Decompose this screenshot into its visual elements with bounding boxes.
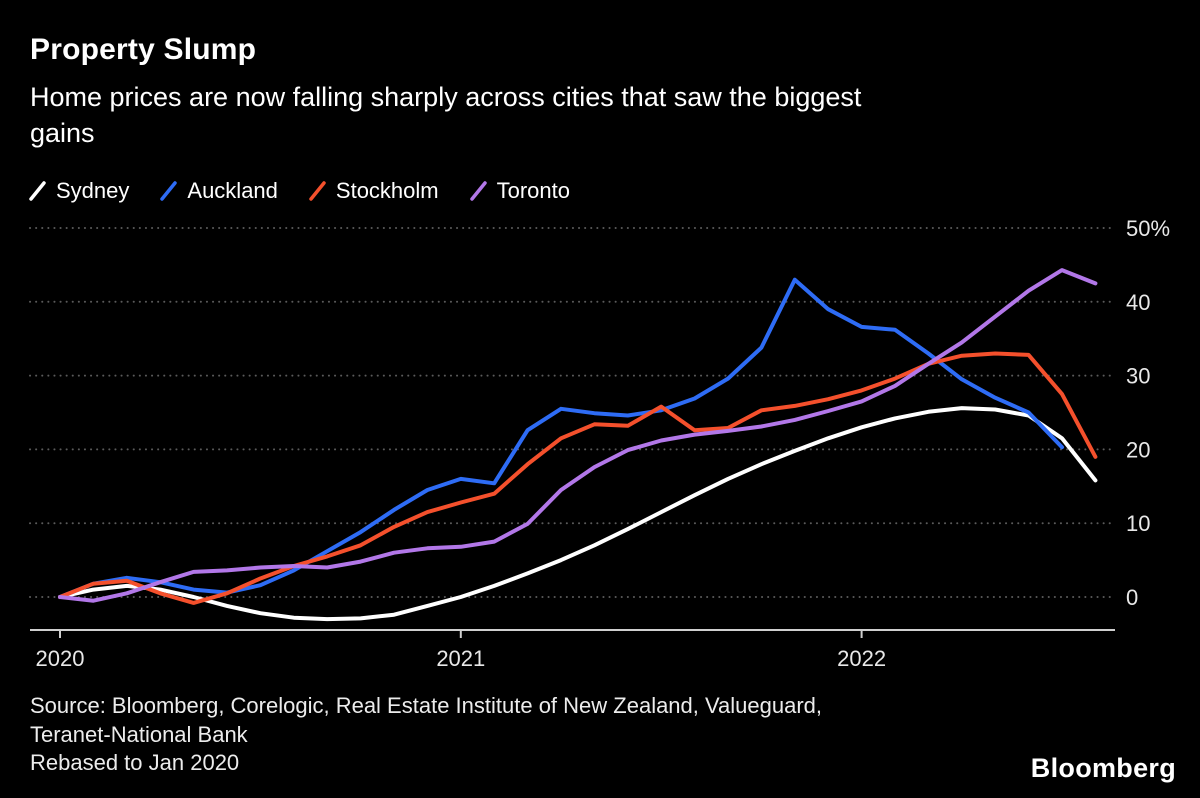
x-axis-label-2022: 2022 [837, 646, 886, 671]
y-axis-label-40: 40 [1126, 290, 1150, 315]
y-axis-label-10: 10 [1126, 511, 1150, 536]
legend-item-auckland: Auckland [159, 178, 278, 204]
y-axis-label-20: 20 [1126, 437, 1150, 462]
legend-item-sydney: Sydney [28, 178, 129, 204]
rebase-note: Rebased to Jan 2020 [30, 750, 240, 776]
chart-title: Property Slump [30, 33, 257, 66]
x-axis-label-2021: 2021 [436, 646, 485, 671]
legend-swatch-icon [29, 181, 46, 201]
source-note: Source: Bloomberg, Corelogic, Real Estat… [30, 692, 822, 778]
y-axis-label-0: 0 [1126, 585, 1138, 610]
legend-item-toronto: Toronto [469, 178, 570, 204]
series-line-sydney [58, 406, 1098, 622]
legend-label-stockholm: Stockholm [335, 178, 439, 203]
legend-label-auckland: Auckland [187, 178, 278, 203]
y-axis-label-50: 50% [1126, 216, 1170, 241]
legend: Sydney Auckland Stockholm Toronto [28, 178, 600, 204]
legend-item-stockholm: Stockholm [308, 178, 439, 204]
chart-subtitle-line1: Home prices are now falling sharply acro… [30, 82, 862, 112]
legend-swatch-icon [160, 181, 178, 201]
series-line-stockholm [58, 351, 1098, 605]
chart-subtitle-line2: gains [30, 117, 95, 148]
legend-swatch-icon [309, 181, 326, 201]
y-axis-label-30: 30 [1126, 364, 1150, 389]
bloomberg-logo: Bloomberg [1030, 753, 1176, 783]
series-line-auckland [58, 277, 1064, 599]
source-line-1: Source: Bloomberg, Corelogic, Real Estat… [30, 693, 823, 718]
legend-label-sydney: Sydney [56, 178, 130, 203]
chart-subtitle: Home prices are now falling sharply acro… [30, 80, 861, 151]
source-line-2: Teranet-National Bank [30, 721, 248, 747]
legend-swatch-icon [469, 181, 487, 201]
series-line-toronto [58, 268, 1098, 603]
legend-label-toronto: Toronto [496, 178, 571, 203]
x-axis-label-2020: 2020 [36, 646, 85, 671]
